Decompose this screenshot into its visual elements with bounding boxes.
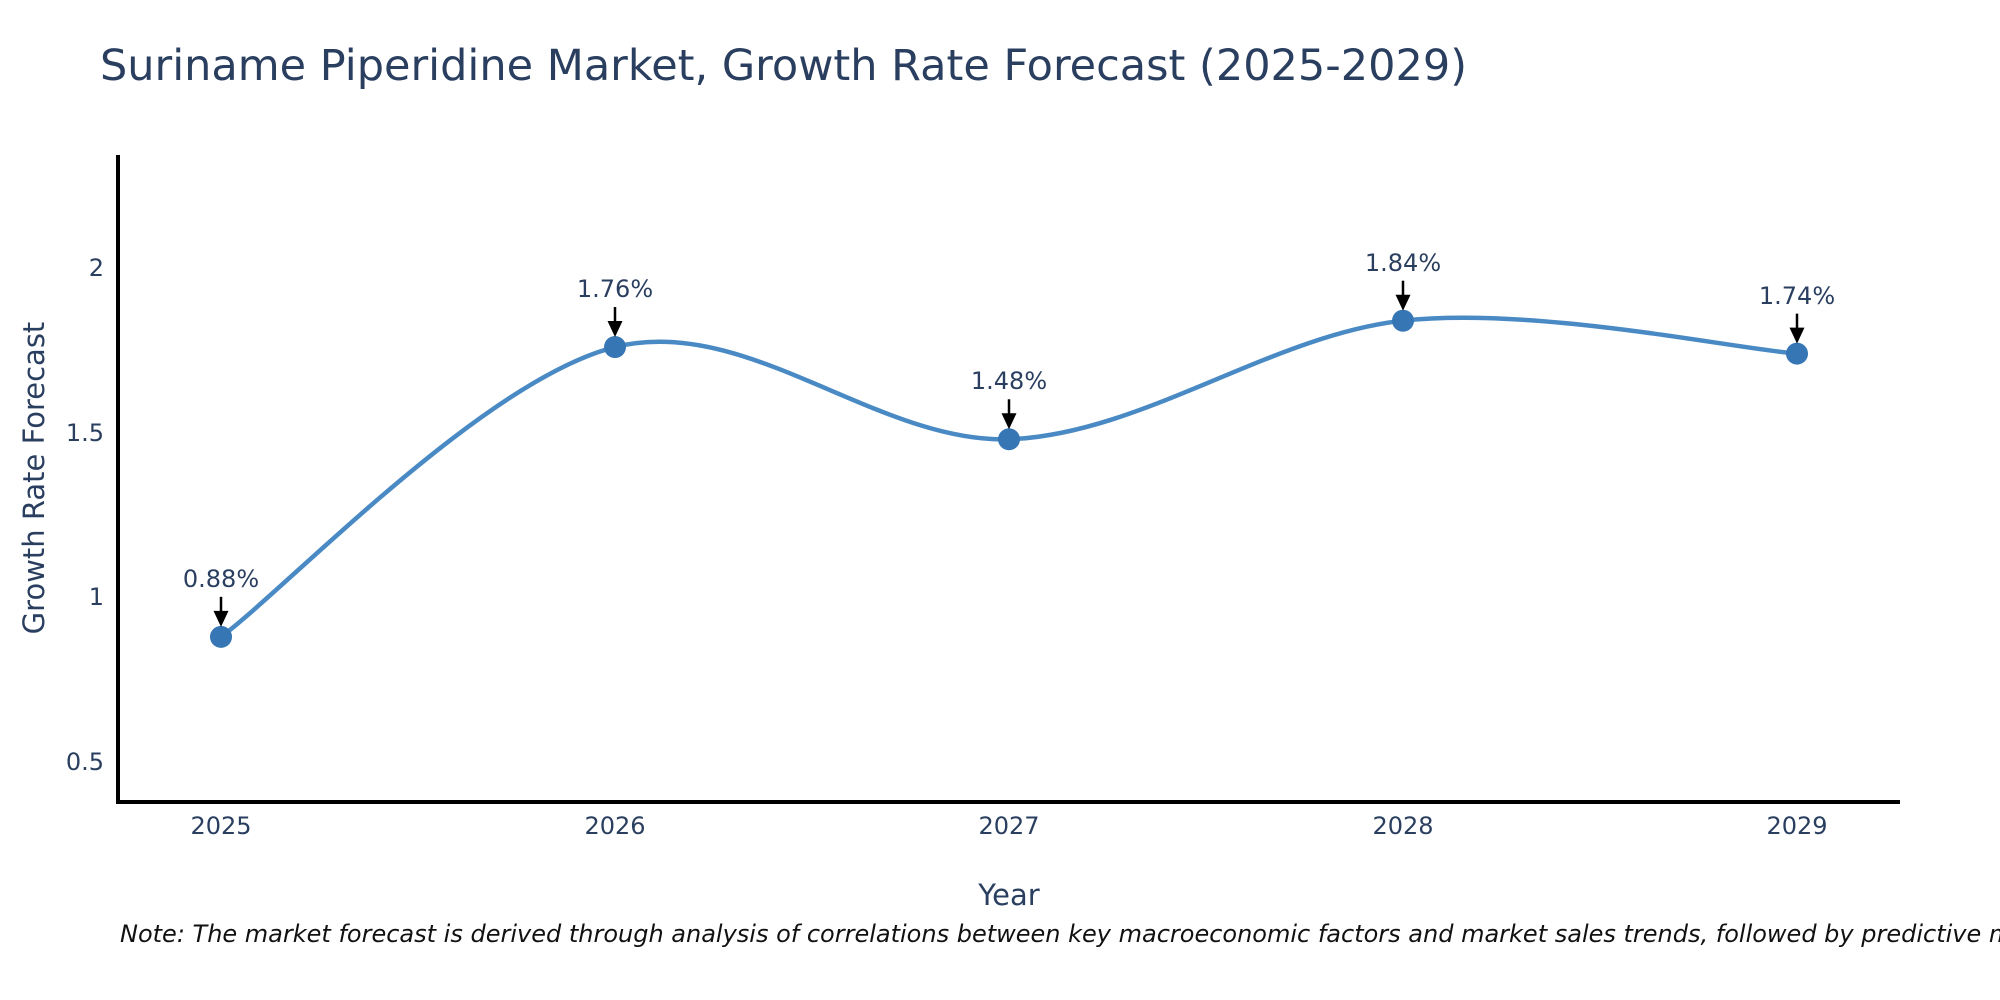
y-tick-label: 0.5 — [65, 748, 104, 776]
y-axis-title: Growth Rate Forecast — [17, 321, 51, 635]
y-tick-label: 1 — [88, 583, 104, 612]
point-value-label: 1.48% — [970, 367, 1048, 396]
x-tick-label: 2029 — [1766, 812, 1828, 840]
x-axis-title: Year — [978, 878, 1040, 912]
annotation-arrow-head — [607, 321, 623, 338]
y-tick-label: 2 — [88, 254, 104, 282]
data-point-marker — [1786, 342, 1808, 365]
annotation-arrow-head — [213, 610, 229, 627]
x-tick-label: 2028 — [1372, 812, 1434, 840]
forecast-line — [219, 315, 1798, 639]
x-tick-label: 2027 — [978, 812, 1040, 840]
point-value-label: 1.84% — [1364, 248, 1442, 277]
chart-title: Suriname Piperidine Market, Growth Rate … — [100, 41, 1467, 91]
annotation-arrow-head — [1789, 327, 1805, 344]
data-point-marker — [210, 625, 232, 648]
annotation-arrow-head — [1395, 294, 1411, 311]
point-value-label: 0.88% — [182, 564, 260, 593]
data-point-marker — [998, 428, 1020, 451]
data-point-marker — [1392, 309, 1414, 332]
y-tick-label: 1.5 — [65, 418, 104, 447]
point-value-label: 1.76% — [576, 275, 654, 304]
data-point-marker — [604, 336, 626, 359]
annotation-arrow-head — [1001, 413, 1017, 430]
point-value-label: 1.74% — [1758, 281, 1836, 310]
footnote: Note: The market forecast is derived thr… — [120, 920, 2000, 948]
x-tick-label: 2025 — [190, 812, 252, 840]
x-tick-label: 2026 — [584, 812, 646, 840]
